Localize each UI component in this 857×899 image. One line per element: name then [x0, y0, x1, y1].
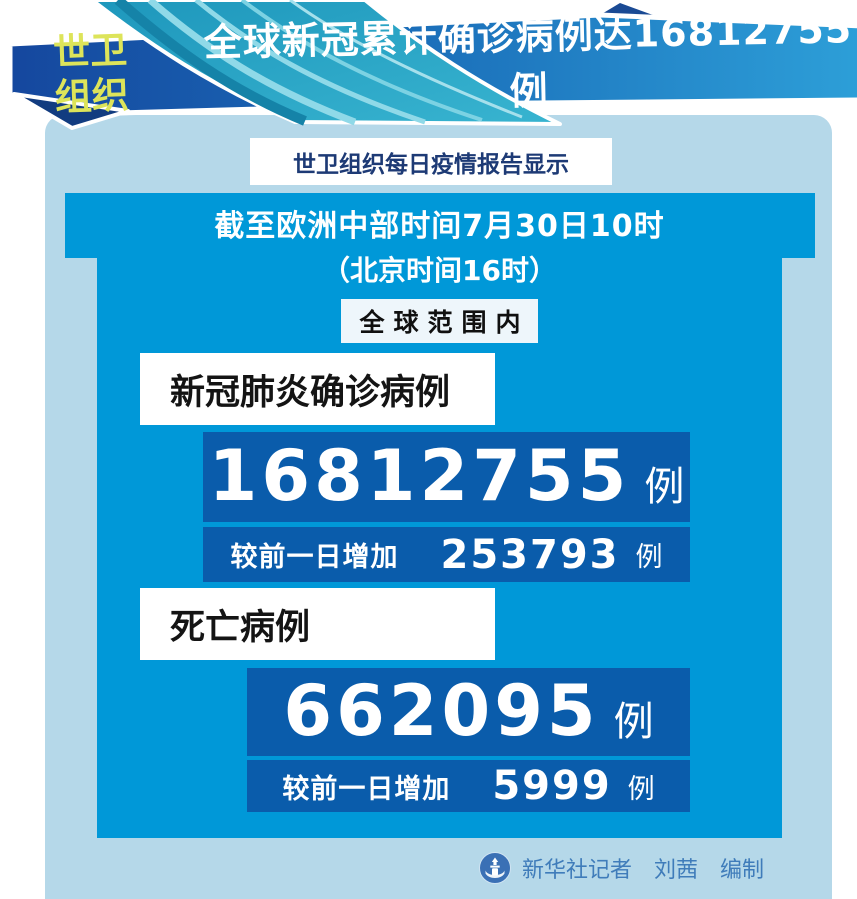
timestamp-line2: （北京时间16时） — [322, 254, 557, 287]
death-delta-value: 5999 — [492, 763, 612, 809]
confirmed-cases-label: 新冠肺炎确诊病例 — [140, 353, 495, 425]
scope-badge: 全球范围内 — [341, 299, 538, 343]
banner-fold-bottom-left — [12, 92, 130, 130]
confirmed-cases-unit: 例 — [644, 464, 685, 510]
confirmed-cases-delta-row: 较前一日增加 253793 例 — [203, 527, 690, 582]
timestamp-line1: 截至欧洲中部时间7月30日10时 — [214, 209, 665, 244]
blue-panel-top-bar — [65, 193, 815, 258]
death-cases-delta-row: 较前一日增加 5999 例 — [247, 760, 690, 812]
who-org-badge-line2: 组织 — [54, 73, 130, 120]
confirmed-delta-label: 较前一日增加 — [230, 542, 399, 573]
confirmed-cases-value: 16812755 — [208, 435, 631, 517]
confirmed-cases-value-box: 16812755 例 — [203, 432, 690, 522]
page-title: 全球新冠累计确诊病例达16812755例 — [203, 7, 853, 114]
swirl-streak-dark — [114, 0, 307, 126]
death-cases-value: 662095 — [283, 670, 600, 752]
who-org-badge-line1: 世卫 — [52, 28, 128, 75]
confirmed-delta-value: 253793 — [440, 531, 620, 578]
death-delta-label: 较前一日增加 — [282, 773, 451, 805]
death-cases-label: 死亡病例 — [140, 588, 495, 660]
xinhua-logo-icon — [478, 852, 511, 884]
swirl-streak-1 — [147, 0, 357, 126]
swirl-streak-4 — [289, 0, 523, 119]
death-cases-value-box: 662095 例 — [247, 668, 690, 756]
report-source-strip: 世卫组织每日疫情报告显示 — [250, 138, 612, 185]
credit-footer: 新华社记者 刘茜 编制 — [97, 848, 782, 888]
credit-text: 新华社记者 刘茜 编制 — [521, 858, 764, 883]
swirl-streak-3 — [240, 0, 483, 122]
confirmed-delta-unit: 例 — [635, 542, 663, 573]
death-cases-unit: 例 — [613, 699, 654, 745]
header-banner-artwork — [7, 0, 857, 130]
who-org-badge: 世卫 组织 — [52, 26, 175, 120]
swirl-streak-2 — [194, 0, 426, 125]
scope-badge-row: 全球范围内 — [97, 299, 782, 343]
teal-swirl-ribbon — [90, 0, 562, 126]
death-delta-unit: 例 — [627, 773, 655, 805]
